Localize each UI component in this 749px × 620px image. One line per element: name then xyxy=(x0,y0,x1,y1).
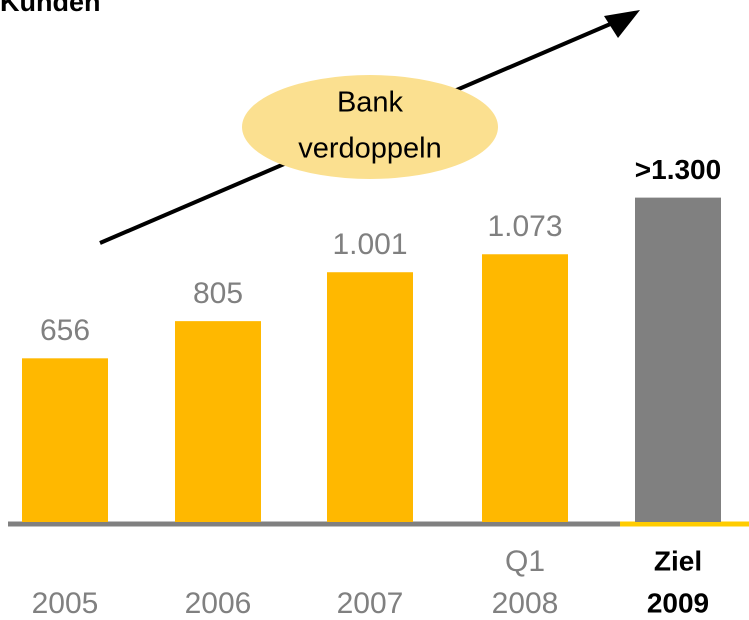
x-tick-label: Q1 xyxy=(505,545,545,578)
value-label: 656 xyxy=(40,314,90,347)
bar xyxy=(635,197,721,523)
annotation-bubble xyxy=(242,75,498,179)
x-tick-label: 2009 xyxy=(647,587,709,618)
value-label: 1.073 xyxy=(487,210,562,243)
chart-title: Kunden xyxy=(0,0,101,17)
x-tick-label: 2006 xyxy=(185,587,252,620)
x-tick-label: 2005 xyxy=(32,587,99,620)
value-label: 805 xyxy=(193,277,243,310)
annotation-text: Bank xyxy=(337,87,404,119)
value-label: >1.300 xyxy=(635,154,721,185)
x-tick-label: 2007 xyxy=(337,587,404,620)
bar xyxy=(327,272,413,522)
arrow-head xyxy=(604,10,640,38)
value-label: 1.001 xyxy=(332,228,407,261)
annotation-text: verdoppeln xyxy=(298,133,442,165)
x-tick-label: 2008 xyxy=(492,587,559,620)
bar xyxy=(22,358,108,522)
bar xyxy=(175,321,261,522)
bar xyxy=(482,254,568,522)
x-tick-label: Ziel xyxy=(654,545,702,576)
